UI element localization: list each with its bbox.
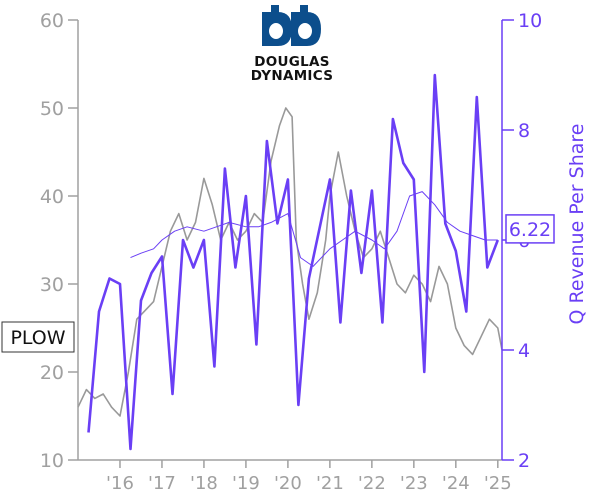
svg-text:DYNAMICS: DYNAMICS xyxy=(251,68,333,84)
current-value-label: 6.22 xyxy=(509,219,551,241)
x-tick-label: '22 xyxy=(358,473,386,494)
left-tick-label: 30 xyxy=(40,274,64,296)
right-tick-label: 2 xyxy=(518,450,530,472)
ticker-label: PLOW xyxy=(10,327,65,349)
x-tick-label: '25 xyxy=(484,473,512,494)
left-tick-label: 60 xyxy=(40,10,64,32)
x-tick-label: '24 xyxy=(442,473,470,494)
series-layer xyxy=(77,73,503,451)
x-tick-label: '19 xyxy=(232,473,260,494)
right-tick-label: 10 xyxy=(518,10,542,32)
right-axis-label: Q Revenue Per Share xyxy=(566,124,588,325)
x-tick-label: '20 xyxy=(274,473,302,494)
price-line xyxy=(77,107,503,417)
ticker-box xyxy=(1,321,75,353)
x-tick-label: '18 xyxy=(190,473,218,494)
left-tick-label: 20 xyxy=(40,362,64,384)
right-tick-label: 8 xyxy=(518,120,530,142)
x-tick-label: '17 xyxy=(148,473,176,494)
left-tick-label: 40 xyxy=(40,186,64,208)
revenue-per-share-line xyxy=(87,73,500,451)
axes-layer: 102030405060246810'16'17'18'19'20'21'22'… xyxy=(1,10,588,494)
x-tick-label: '23 xyxy=(400,473,428,494)
x-tick-label: '16 xyxy=(106,473,134,494)
x-tick-label: '21 xyxy=(316,473,344,494)
price-trend-line xyxy=(130,191,498,267)
current-value-box xyxy=(505,214,555,244)
left-tick-label: 50 xyxy=(40,98,64,120)
left-tick-label: 10 xyxy=(40,450,64,472)
right-tick-label: 4 xyxy=(518,340,530,362)
svg-text:DOUGLAS: DOUGLAS xyxy=(254,54,330,70)
company-logo: DOUGLAS DYNAMICS xyxy=(251,5,333,84)
